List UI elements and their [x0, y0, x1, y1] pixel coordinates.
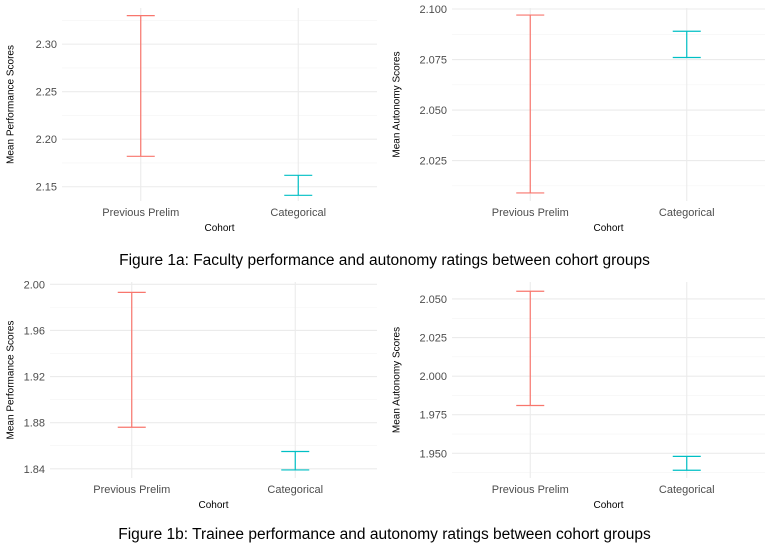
y-tick-label: 2.00 — [24, 279, 45, 291]
x-axis-title: Cohort — [204, 223, 234, 234]
x-tick-label: Previous Prelim — [102, 207, 179, 219]
y-tick-label: 2.025 — [419, 333, 447, 345]
errorbar-categorical — [284, 174, 313, 196]
x-tick-label: Previous Prelim — [492, 207, 569, 219]
y-tick-label: 2.25 — [36, 87, 57, 99]
y-tick-label: 1.88 — [24, 418, 45, 430]
y-axis-title: Mean Autonomy Scores — [392, 51, 403, 157]
x-tick-label: Categorical — [659, 207, 715, 219]
errorbar-categorical — [281, 450, 310, 471]
panel-trainee-autonomy: 1.950 1.975 2.000 2.025 2.050 Previous Prelim… — [392, 282, 765, 511]
y-tick-label: 2.075 — [419, 55, 447, 67]
errorbar-previous-prelim — [126, 15, 155, 157]
y-tick-label: 1.96 — [24, 325, 45, 337]
y-tick-label: 2.30 — [36, 39, 57, 51]
errorbar-categorical — [672, 30, 701, 59]
errorbar-previous-prelim — [117, 291, 146, 428]
y-tick-label: 2.20 — [36, 134, 57, 146]
x-tick-label: Previous Prelim — [492, 484, 569, 496]
x-tick-label: Categorical — [270, 207, 326, 219]
figure-1a-caption: Figure 1a: Faculty performance and auton… — [119, 252, 650, 269]
y-axis-title: Mean Performance Scores — [6, 321, 17, 440]
y-tick-label: 2.025 — [419, 156, 447, 168]
x-tick-label: Categorical — [659, 484, 715, 496]
x-axis-title: Cohort — [198, 500, 228, 511]
y-tick-label: 2.050 — [419, 105, 447, 117]
y-tick-label: 2.15 — [36, 182, 57, 194]
y-tick-label: 2.050 — [419, 294, 447, 306]
panel-trainee-performance: 1.84 1.88 1.92 1.96 2.00 Previous Prelim Categ… — [6, 279, 377, 511]
y-axis-title: Mean Autonomy Scores — [392, 327, 403, 433]
errorbar-previous-prelim — [516, 14, 545, 194]
y-tick-label: 1.84 — [24, 464, 45, 476]
errorbar-previous-prelim — [516, 290, 545, 407]
x-tick-label: Previous Prelim — [93, 484, 170, 496]
y-axis-title: Mean Performance Scores — [6, 45, 17, 164]
errorbar-categorical — [672, 455, 701, 471]
y-tick-label: 1.950 — [419, 448, 447, 460]
y-tick-label: 1.975 — [419, 410, 447, 422]
x-axis-title: Cohort — [593, 223, 623, 234]
y-tick-label: 2.000 — [419, 371, 447, 383]
panel-faculty-autonomy: 2.025 2.050 2.075 2.100 Previous Prelim Categ… — [392, 4, 765, 234]
y-tick-label: 2.100 — [419, 4, 447, 16]
y-tick-label: 1.92 — [24, 372, 45, 384]
x-axis-title: Cohort — [593, 500, 623, 511]
figure-1b-caption: Figure 1b: Trainee performance and auton… — [118, 526, 651, 543]
panel-faculty-performance: 2.15 2.20 2.25 2.30 Previous Prelim Categoric… — [6, 8, 377, 234]
x-tick-label: Categorical — [267, 484, 323, 496]
